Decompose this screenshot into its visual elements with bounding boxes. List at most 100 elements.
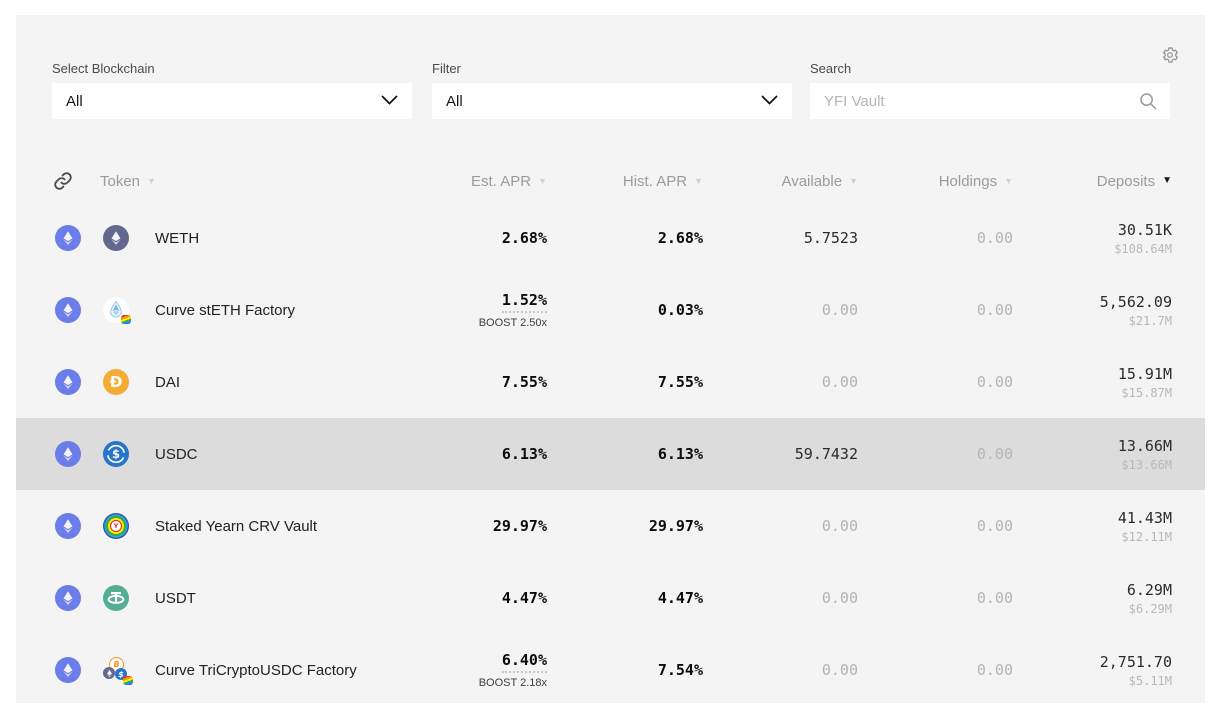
hist-apr-cell: 2.68% (547, 229, 703, 248)
available-cell: 0.00 (703, 301, 858, 320)
filter-group: Filter All (432, 61, 792, 119)
holdings-cell: 0.00 (858, 229, 1013, 248)
blockchain-filter-group: Select Blockchain All (52, 61, 412, 119)
svg-text:$: $ (112, 447, 120, 461)
token-name: USDC (152, 446, 407, 463)
est-apr-cell: 4.47% (407, 589, 547, 608)
sort-icon: ▼ (849, 177, 858, 186)
staked-yearn-crv-token-icon: Y (103, 513, 129, 539)
filter-select-value: All (446, 93, 463, 110)
ethereum-chain-icon (55, 441, 81, 467)
search-label: Search (810, 61, 1170, 76)
token-name: WETH (152, 230, 407, 247)
est-apr-cell: 2.68% (407, 229, 547, 248)
column-header-available[interactable]: Available▼ (703, 173, 858, 190)
tricrypto-token-icon: B $ (103, 657, 129, 683)
hist-apr-cell: 0.03% (547, 301, 703, 320)
vault-row[interactable]: Curve stETH Factory 1.52% BOOST 2.50x 0.… (16, 274, 1205, 346)
sort-icon: ▼ (538, 177, 547, 186)
holdings-cell: 0.00 (858, 517, 1013, 536)
search-icon (1138, 91, 1158, 116)
holdings-cell: 0.00 (858, 373, 1013, 392)
token-name: USDT (152, 590, 407, 607)
vault-row[interactable]: USDT 4.47% 4.47% 0.00 0.00 6.29M $6.29M (16, 562, 1205, 634)
vault-row[interactable]: WETH 2.68% 2.68% 5.7523 0.00 30.51K $108… (16, 202, 1205, 274)
available-cell: 0.00 (703, 589, 858, 608)
deposits-cell: 2,751.70 $5.11M (1013, 653, 1172, 688)
holdings-cell: 0.00 (858, 301, 1013, 320)
deposits-cell: 30.51K $108.64M (1013, 221, 1172, 256)
sort-icon-active: ▼ (1162, 176, 1172, 186)
hist-apr-cell: 29.97% (547, 517, 703, 536)
usdt-token-icon (103, 585, 129, 611)
sort-icon: ▼ (694, 177, 703, 186)
column-header-token[interactable]: Token▼ (100, 173, 407, 190)
search-box (810, 83, 1170, 119)
vault-row[interactable]: B $ Curve TriCryptoUSDC Factory 6.40% BO… (16, 634, 1205, 706)
filters-bar: Select Blockchain All Filter All Search (16, 15, 1205, 160)
curve-logo-icon (123, 676, 133, 685)
column-header-hist-apr[interactable]: Hist. APR▼ (547, 173, 703, 190)
hist-apr-cell: 7.55% (547, 373, 703, 392)
search-group: Search (810, 61, 1170, 119)
sort-icon: ▼ (1004, 177, 1013, 186)
vault-row[interactable]: Y Staked Yearn CRV Vault 29.97% 29.97% 0… (16, 490, 1205, 562)
holdings-cell: 0.00 (858, 589, 1013, 608)
vaults-panel: Select Blockchain All Filter All Search (16, 15, 1205, 703)
dai-token-icon: Ð (103, 369, 129, 395)
curve-logo-icon (121, 315, 131, 324)
deposits-usd: $5.11M (1129, 675, 1172, 687)
search-input[interactable] (810, 83, 1170, 119)
deposits-usd: $12.11M (1121, 531, 1172, 543)
ethereum-chain-icon (55, 513, 81, 539)
deposits-cell: 13.66M $13.66M (1013, 437, 1172, 472)
holdings-cell: 0.00 (858, 661, 1013, 680)
blockchain-filter-label: Select Blockchain (52, 61, 412, 76)
boost-label: BOOST 2.50x (479, 318, 547, 329)
holdings-cell: 0.00 (858, 445, 1013, 464)
weth-token-icon (103, 225, 129, 251)
est-apr-cell: 1.52% BOOST 2.50x (407, 291, 547, 329)
filter-select[interactable]: All (432, 83, 792, 119)
ethereum-chain-icon (55, 657, 81, 683)
boost-label: BOOST 2.18x (479, 678, 547, 689)
deposits-cell: 5,562.09 $21.7M (1013, 293, 1172, 328)
hist-apr-cell: 4.47% (547, 589, 703, 608)
vault-row[interactable]: $ USDC 6.13% 6.13% 59.7432 0.00 13.66M $… (16, 418, 1205, 490)
available-cell: 5.7523 (703, 229, 858, 248)
sort-icon: ▼ (147, 177, 156, 186)
deposits-usd: $108.64M (1114, 243, 1172, 255)
blockchain-select-value: All (66, 93, 83, 110)
deposits-cell: 6.29M $6.29M (1013, 581, 1172, 616)
ethereum-chain-icon (55, 297, 81, 323)
ethereum-chain-icon (55, 585, 81, 611)
vault-row[interactable]: Ð DAI 7.55% 7.55% 0.00 0.00 15.91M $15.8… (16, 346, 1205, 418)
column-header-est-apr[interactable]: Est. APR▼ (407, 173, 547, 190)
deposits-usd: $13.66M (1121, 459, 1172, 471)
hist-apr-cell: 6.13% (547, 445, 703, 464)
deposits-usd: $21.7M (1129, 315, 1172, 327)
ethereum-chain-icon (55, 225, 81, 251)
filter-label: Filter (432, 61, 792, 76)
hist-apr-cell: 7.54% (547, 661, 703, 680)
table-header: Token▼ Est. APR▼ Hist. APR▼ Available▼ H… (16, 160, 1205, 202)
available-cell: 59.7432 (703, 445, 858, 464)
column-header-deposits[interactable]: Deposits▼ (1013, 173, 1172, 190)
vaults-table-body: WETH 2.68% 2.68% 5.7523 0.00 30.51K $108… (16, 202, 1205, 706)
deposits-cell: 41.43M $12.11M (1013, 509, 1172, 544)
usdc-token-icon: $ (103, 441, 129, 467)
token-name: Curve TriCryptoUSDC Factory (152, 662, 407, 679)
deposits-usd: $15.87M (1121, 387, 1172, 399)
est-apr-cell: 6.13% (407, 445, 547, 464)
chain-link-icon[interactable] (52, 170, 100, 192)
deposits-cell: 15.91M $15.87M (1013, 365, 1172, 400)
curve-steth-token-icon (103, 297, 129, 323)
chevron-down-icon (761, 92, 778, 110)
deposits-usd: $6.29M (1129, 603, 1172, 615)
available-cell: 0.00 (703, 661, 858, 680)
est-apr-cell: 6.40% BOOST 2.18x (407, 651, 547, 689)
chevron-down-icon (381, 92, 398, 110)
column-header-holdings[interactable]: Holdings▼ (858, 173, 1013, 190)
blockchain-select[interactable]: All (52, 83, 412, 119)
token-name: Staked Yearn CRV Vault (152, 518, 407, 535)
